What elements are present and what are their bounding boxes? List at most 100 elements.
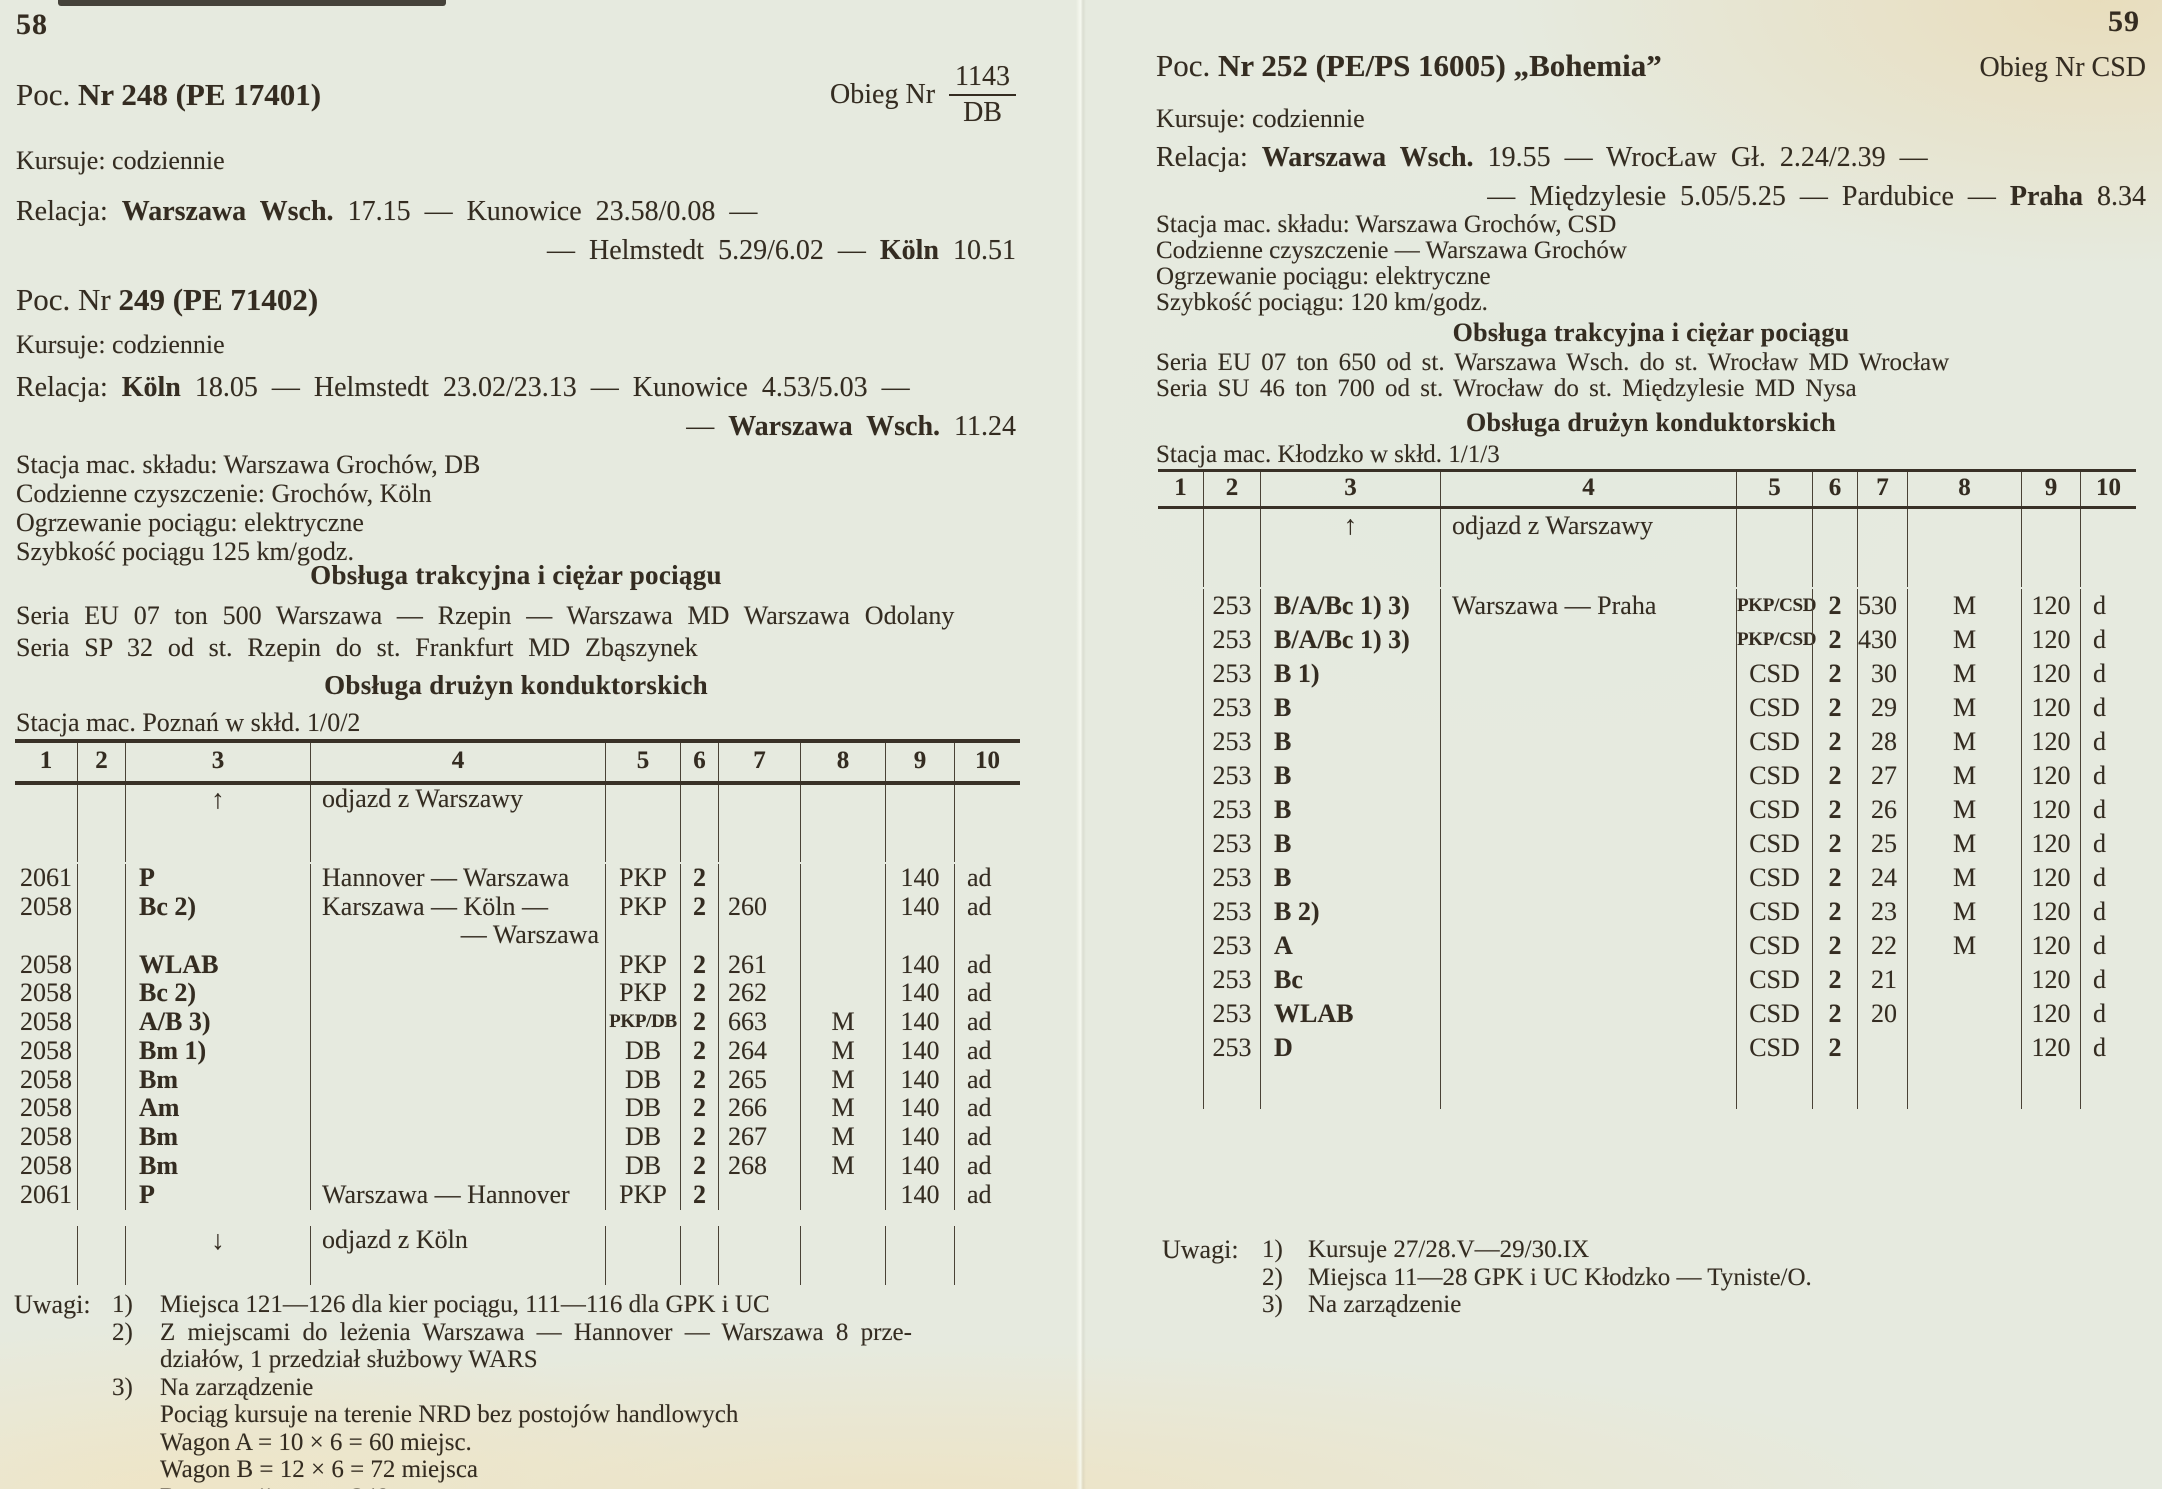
uwagi-text: Pociąg kursuje na terenie NRD bez postoj… xyxy=(160,1401,739,1428)
table-row: 253 B CSD 2 24 M 120 d xyxy=(1158,861,2136,895)
table-cell: ad xyxy=(954,1037,1020,1066)
table-cell: DB xyxy=(605,1123,680,1152)
station-bold: Köln xyxy=(879,235,939,266)
table-cell xyxy=(1158,509,1203,587)
table-header-cell: 3 xyxy=(1260,472,1440,506)
uwagi-label: Uwagi: xyxy=(1162,1235,1239,1264)
table-cell: 262 xyxy=(718,979,800,1009)
train-title-prefix: Poc. Nr xyxy=(16,282,111,317)
table-cell xyxy=(310,1065,605,1095)
table-cell: M xyxy=(1907,929,2021,963)
uwagi-number: 3) xyxy=(1262,1291,1283,1318)
table-cell: ad xyxy=(954,893,1020,951)
table-cell: CSD xyxy=(1736,895,1812,929)
table-cell: 2 xyxy=(680,1037,718,1066)
table-cell xyxy=(77,1180,125,1210)
table-cell xyxy=(1158,997,1203,1031)
obieg-block: Obieg Nr 1143 DB xyxy=(830,60,1016,130)
table-header-cell: 3 xyxy=(125,743,310,781)
uwagi-number: 2) xyxy=(1262,1263,1283,1291)
table-cell: 2 xyxy=(1812,963,1857,997)
uwagi-text: Miejsca 121—126 dla kier pociągu, 111—11… xyxy=(160,1291,770,1318)
table-cell: 2 xyxy=(680,1094,718,1124)
table-cell: 2 xyxy=(680,1123,718,1152)
table-cell xyxy=(310,950,605,980)
table-cell: DB xyxy=(605,1094,680,1124)
table-cell xyxy=(1158,657,1203,691)
table-cell-line: — Warszawa xyxy=(460,920,599,950)
seria-line: Seria EU 07 ton 500 Warszawa — Rzepin — … xyxy=(16,601,955,630)
table-cell: B xyxy=(1260,827,1440,861)
table-cell: ad xyxy=(954,950,1020,980)
table-header-cell: 7 xyxy=(1857,472,1907,506)
uwagi-label xyxy=(1162,1291,1262,1319)
table-cell: 2 xyxy=(1812,623,1857,657)
table-cell: 2 xyxy=(1812,861,1857,895)
relacja-block: Relacja: Warszawa Wsch. 19.55 — WrocŁaw … xyxy=(1156,138,2146,216)
table-cell: 2 xyxy=(1812,589,1857,623)
table-cell: PKP xyxy=(605,979,680,1009)
table-cell: 260 xyxy=(718,893,800,951)
table-cell xyxy=(1440,895,1736,929)
table-cell: Bc 2) xyxy=(125,893,310,951)
table-cell: 26 xyxy=(1857,793,1907,827)
table-cell: Warszawa — Praha xyxy=(1440,589,1736,623)
uwagi-number: 1) xyxy=(1262,1236,1283,1263)
table-cell: 27 xyxy=(1857,759,1907,793)
table-cell: ad xyxy=(954,1094,1020,1124)
table-cell: 2058 xyxy=(20,1151,72,1180)
table-cell: 253 xyxy=(1203,793,1260,827)
uwagi-number: 2) xyxy=(112,1318,133,1346)
table-cell: 2 xyxy=(1812,657,1857,691)
table-cell: CSD xyxy=(1736,793,1812,827)
table-cell: 2 xyxy=(1812,895,1857,929)
uwagi-text: Z miejscami do leżenia Warszawa — Hannov… xyxy=(160,1318,912,1346)
table-cell: d xyxy=(2080,691,2136,725)
table-cell: 140 xyxy=(885,1037,954,1066)
table-cell: 21 xyxy=(1857,963,1907,997)
table-cell: 24 xyxy=(1857,861,1907,895)
table-cell xyxy=(1158,623,1203,657)
table-cell xyxy=(77,1094,125,1124)
table-cell: D xyxy=(1260,1031,1440,1065)
table-cell: ↑ xyxy=(1260,509,1440,587)
table-cell: 140 xyxy=(885,1008,954,1037)
table-cell: 2058 xyxy=(20,1007,72,1037)
table-cell xyxy=(1907,1031,2021,1065)
table-cell xyxy=(800,864,885,894)
table-cell-line: Warszawa — Hannover xyxy=(322,1179,570,1209)
info-line: Szybkość pociągu: 120 km/godz. xyxy=(1156,289,1488,316)
table-cell-line: odjazd z Warszawy xyxy=(322,784,524,813)
table-cell: B/A/Bc 1) 3) xyxy=(1260,589,1440,623)
table-cell: d xyxy=(2080,793,2136,827)
seria-line: Seria SU 46 ton 700 od st. Wrocław do st… xyxy=(1156,375,1857,402)
table-cell: CSD xyxy=(1736,997,1812,1031)
table-cell: ↓ xyxy=(125,1225,310,1286)
table-cell: 140 xyxy=(885,1065,954,1095)
table-cell xyxy=(954,785,1020,863)
table-cell: 2 xyxy=(680,950,718,980)
table-cell xyxy=(77,1225,125,1286)
uwagi-text: Na zarządzenie xyxy=(1308,1291,1462,1318)
table-cell: d xyxy=(2080,589,2136,623)
table-cell: d xyxy=(2080,861,2136,895)
table-cell: PKP/CSD xyxy=(1736,589,1816,623)
obieg-fraction: 1143 DB xyxy=(949,60,1016,130)
table-cell: d xyxy=(2080,963,2136,997)
table-header-row: 1 2 3 4 5 6 7 8 9 10 xyxy=(15,739,1020,785)
table-cell xyxy=(1812,509,1857,587)
page-58: 58 Poc. Nr 248 (PE 17401) Obieg Nr 1143 … xyxy=(14,8,1020,1489)
table-header-cell: 2 xyxy=(1203,472,1260,506)
uwagi-number xyxy=(112,1456,160,1484)
uwagi-label xyxy=(14,1346,112,1374)
uwagi-number xyxy=(112,1346,160,1374)
table-cell: odjazd z Warszawy xyxy=(310,784,605,863)
table-cell: CSD xyxy=(1736,861,1812,895)
table-cell xyxy=(1203,509,1260,587)
info-line: Codzienne czyszczenie: Grochów, Köln xyxy=(16,479,432,508)
table-cell: B xyxy=(1260,793,1440,827)
table-cell: 253 xyxy=(1203,895,1260,929)
table-cell: 253 xyxy=(1203,963,1260,997)
table-cell: odjazd z Warszawy xyxy=(1440,509,1736,587)
page-seam xyxy=(1076,0,1086,1489)
